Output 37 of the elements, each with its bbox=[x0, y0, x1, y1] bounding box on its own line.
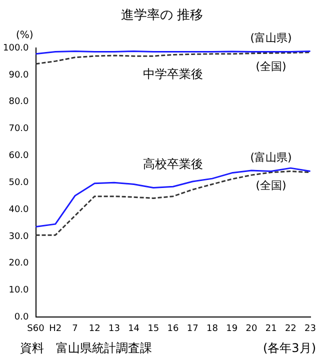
series-label: (全国) bbox=[256, 179, 286, 192]
text: (各年3月) bbox=[263, 340, 316, 357]
y-tick-label: 10.0 bbox=[8, 286, 30, 296]
x-tick-label: 22 bbox=[284, 324, 296, 334]
line-series bbox=[35, 170, 312, 236]
x-tick-label: 18 bbox=[206, 324, 218, 334]
y-tick-label: 20.0 bbox=[8, 258, 30, 269]
y-tick-label: 60.0 bbox=[8, 151, 30, 162]
y-tick-label: 40.0 bbox=[8, 204, 30, 215]
y-tick-label: 90.0 bbox=[8, 70, 30, 80]
x-tick-label: 21 bbox=[265, 324, 277, 334]
y-tick-label: 50.0 bbox=[8, 178, 30, 188]
y-tick-label: 30.0 bbox=[8, 232, 30, 242]
x-tick-label: 23 bbox=[304, 324, 316, 334]
x-tick-label: 16 bbox=[167, 324, 180, 334]
annotation: 中学卒業後 bbox=[143, 66, 204, 81]
annotation: 高校卒業後 bbox=[143, 156, 204, 171]
x-tick-label: 17 bbox=[186, 324, 198, 334]
y-tick-label: 0.0 bbox=[14, 312, 30, 323]
series-label: (富山県) bbox=[250, 32, 292, 45]
series-label: (富山県) bbox=[250, 151, 292, 164]
text: 資料 富山県統計調査課 bbox=[20, 340, 152, 357]
y-tick-label: 80.0 bbox=[8, 97, 30, 108]
x-tick-label: S60 bbox=[27, 324, 45, 334]
x-tick-label: 19 bbox=[226, 324, 238, 334]
chart-title: 進学率の 推移 bbox=[120, 7, 204, 24]
y-axis-title: (%) bbox=[16, 30, 34, 41]
y-tick-label: 100.0 bbox=[3, 43, 30, 54]
x-tick-label: 7 bbox=[72, 324, 78, 334]
x-tick-label: 20 bbox=[246, 324, 258, 334]
x-tick-label: 13 bbox=[108, 324, 120, 334]
x-tick-label: 12 bbox=[88, 324, 100, 334]
x-tick-label: H2 bbox=[49, 324, 62, 334]
x-tick-label: 15 bbox=[148, 324, 160, 334]
series-label: (全国) bbox=[256, 60, 286, 73]
y-tick-label: 70.0 bbox=[8, 124, 30, 134]
x-tick-label: 14 bbox=[128, 324, 140, 334]
